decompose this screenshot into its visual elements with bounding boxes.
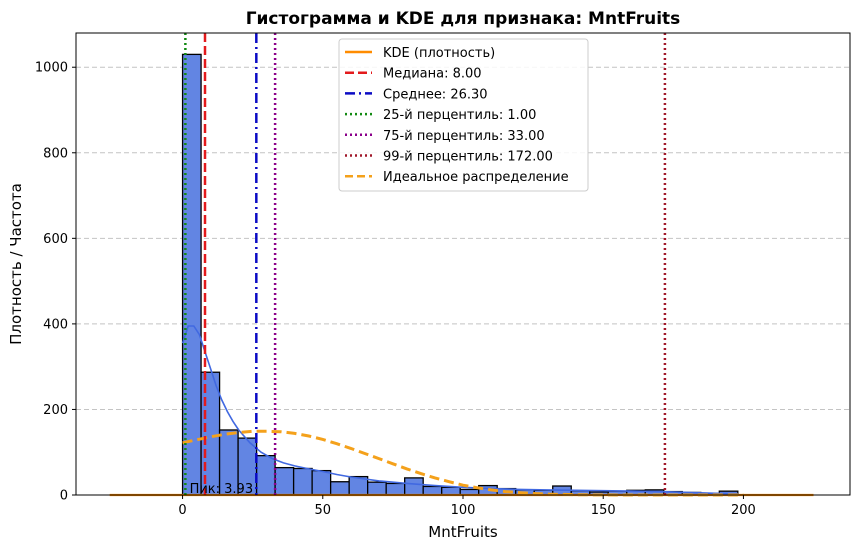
histogram-bar — [422, 485, 443, 496]
histogram-bar — [255, 454, 276, 496]
annotation-layer: Пик: 3.93 — [190, 482, 254, 497]
histogram-bar — [367, 481, 387, 496]
legend-item: 75-й перцентиль: 33.00 — [345, 129, 545, 144]
legend-items: KDE (плотность) Медиана: 8.00 Среднее: 26.… — [345, 46, 569, 185]
x-axis-ticks: 0 50 100 150 200 — [178, 495, 756, 518]
legend-label: KDE (плотность) — [383, 46, 495, 61]
x-tick-label: 50 — [315, 503, 332, 518]
legend-label: Медиана: 8.00 — [383, 67, 482, 82]
legend: KDE (плотность) Медиана: 8.00 Среднее: 26.… — [338, 38, 589, 192]
legend-label: 25-й перцентиль: 1.00 — [383, 108, 536, 123]
y-tick-label: 400 — [43, 317, 68, 332]
y-tick-label: 800 — [43, 146, 68, 161]
x-axis-label: MntFruits — [428, 523, 498, 541]
histogram-bar — [385, 482, 406, 496]
y-axis-ticks: 0 200 400 600 800 1000 — [35, 61, 76, 504]
y-tick-label: 600 — [43, 232, 68, 247]
legend-item: Медиана: 8.00 — [345, 67, 482, 82]
y-tick-label: 200 — [43, 403, 68, 418]
histogram-bar — [404, 477, 424, 496]
y-tick-label: 1000 — [35, 61, 68, 76]
legend-label: Среднее: 26.30 — [383, 87, 488, 102]
histogram-bar — [274, 466, 295, 496]
y-axis-label: Плотность / Частота — [7, 183, 25, 345]
legend-item: 99-й перцентиль: 172.00 — [345, 150, 553, 165]
x-tick-label: 150 — [591, 503, 616, 518]
chart-title: Гистограмма и KDE для признака: MntFruit… — [246, 9, 681, 29]
histogram-bar — [292, 467, 313, 496]
legend-item: Среднее: 26.30 — [345, 87, 488, 102]
legend-item: 25-й перцентиль: 1.00 — [345, 108, 536, 123]
ideal-distribution-curve — [182, 429, 744, 497]
histogram-bar — [441, 486, 461, 496]
histogram-kde-curve — [181, 325, 738, 495]
x-tick-label: 100 — [451, 503, 476, 518]
legend-frame — [338, 38, 589, 192]
x-tick-label: 200 — [731, 503, 756, 518]
histogram-bar — [311, 469, 332, 496]
legend-label: 99-й перцентиль: 172.00 — [383, 150, 553, 165]
peak-annotation: Пик: 3.93 — [190, 482, 254, 497]
x-tick-label: 0 — [178, 503, 186, 518]
y-tick-label: 0 — [60, 489, 68, 504]
legend-item: Идеальное распределение — [345, 170, 569, 185]
histogram-bar — [329, 481, 350, 496]
legend-label: 75-й перцентиль: 33.00 — [383, 129, 545, 144]
legend-item: KDE (плотность) — [345, 46, 495, 61]
legend-label: Идеальное распределение — [383, 170, 569, 185]
